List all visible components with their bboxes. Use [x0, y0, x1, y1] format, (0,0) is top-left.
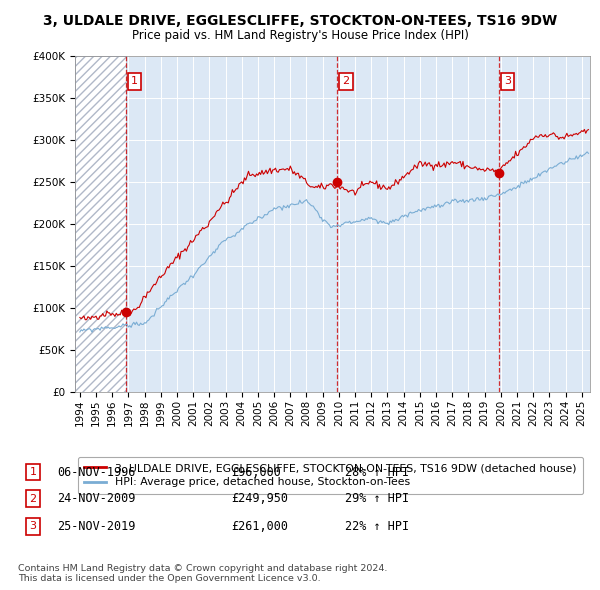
Text: £96,000: £96,000	[231, 466, 281, 478]
Text: 24-NOV-2009: 24-NOV-2009	[57, 492, 136, 505]
Text: £261,000: £261,000	[231, 520, 288, 533]
Text: 3, ULDALE DRIVE, EGGLESCLIFFE, STOCKTON-ON-TEES, TS16 9DW: 3, ULDALE DRIVE, EGGLESCLIFFE, STOCKTON-…	[43, 14, 557, 28]
Text: 1: 1	[131, 76, 138, 86]
Text: Contains HM Land Registry data © Crown copyright and database right 2024.
This d: Contains HM Land Registry data © Crown c…	[18, 563, 388, 583]
Text: £249,950: £249,950	[231, 492, 288, 505]
Text: 28% ↑ HPI: 28% ↑ HPI	[345, 466, 409, 478]
Text: 29% ↑ HPI: 29% ↑ HPI	[345, 492, 409, 505]
Text: 25-NOV-2019: 25-NOV-2019	[57, 520, 136, 533]
Text: 22% ↑ HPI: 22% ↑ HPI	[345, 520, 409, 533]
Text: 3: 3	[29, 522, 37, 531]
Text: 1: 1	[29, 467, 37, 477]
Text: 2: 2	[342, 76, 349, 86]
Text: 2: 2	[29, 494, 37, 503]
Text: Price paid vs. HM Land Registry's House Price Index (HPI): Price paid vs. HM Land Registry's House …	[131, 29, 469, 42]
Text: 3: 3	[504, 76, 511, 86]
Legend: 3, ULDALE DRIVE, EGGLESCLIFFE, STOCKTON-ON-TEES, TS16 9DW (detached house), HPI:: 3, ULDALE DRIVE, EGGLESCLIFFE, STOCKTON-…	[78, 457, 583, 494]
Text: 06-NOV-1996: 06-NOV-1996	[57, 466, 136, 478]
Bar	[75, 56, 126, 392]
